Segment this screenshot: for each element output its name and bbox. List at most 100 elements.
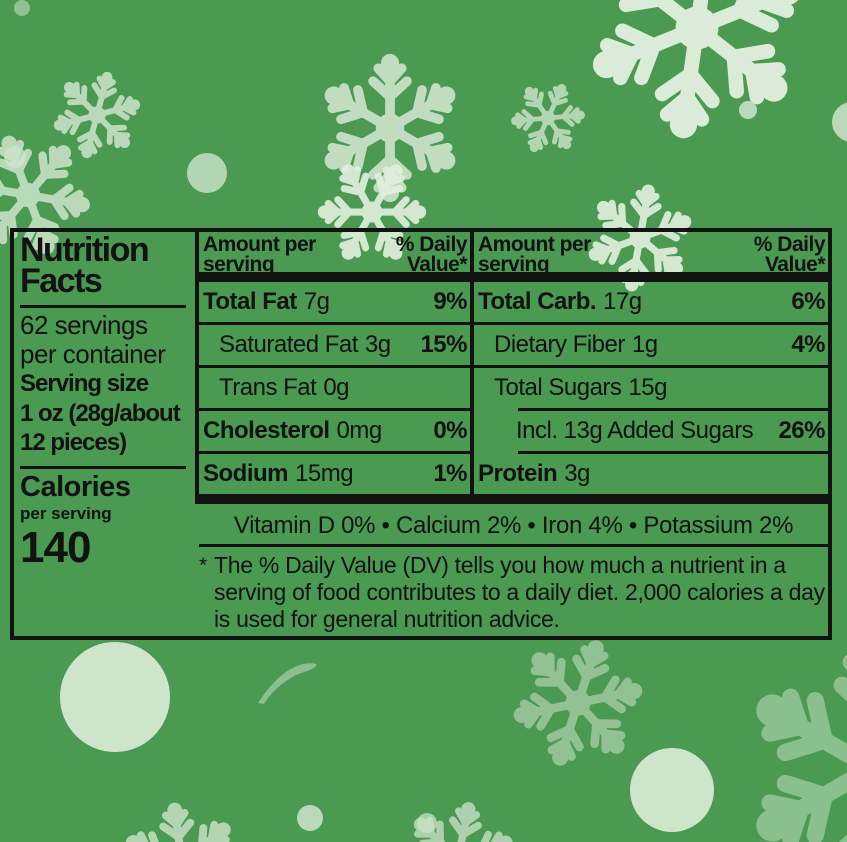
nutrient-amount: 7g xyxy=(303,288,330,315)
thick-bar xyxy=(199,272,470,282)
row-rule xyxy=(199,322,470,325)
facts-summary-column: Nutrition Facts 62 servings per containe… xyxy=(14,232,195,636)
header-amount-line1: Amount per xyxy=(203,233,316,256)
nutrient-row-added-sugars: Incl. 13g Added Sugars 26% xyxy=(474,411,828,451)
nutrient-amount: 3g xyxy=(564,460,590,487)
header-dv-line1: % Daily xyxy=(395,233,468,256)
nutrient-name: Trans Fat xyxy=(219,374,317,401)
nutrient-name: Total Carb. xyxy=(478,288,597,315)
snow-dot xyxy=(417,813,437,833)
row-rule-indented xyxy=(518,451,828,454)
snowflake-icon xyxy=(116,795,249,842)
micronutrients-line: Vitamin D 0% • Calcium 2% • Iron 4% • Po… xyxy=(233,512,794,539)
snowflake-icon xyxy=(497,621,660,785)
header-amount-line2: serving xyxy=(203,252,275,276)
nutrition-facts-panel: Nutrition Facts 62 servings per containe… xyxy=(10,228,832,640)
snowflake-icon xyxy=(499,69,596,167)
serving-size-value1: 1 oz (28g/about xyxy=(20,399,181,427)
thick-bar xyxy=(474,272,828,282)
thick-bar xyxy=(199,494,470,504)
amount-per-serving-header: Amount per serving xyxy=(203,233,316,276)
snowball-circle xyxy=(630,748,714,832)
nutrient-row-total-fat: Total Fat 7g 9% xyxy=(199,282,470,322)
nutrient-name: Dietary Fiber xyxy=(494,331,625,358)
divider-rule xyxy=(20,304,186,308)
nutrient-row-total-carb: Total Carb. 17g 6% xyxy=(474,282,828,322)
nutrient-dv: 9% xyxy=(433,288,467,315)
snow-dot xyxy=(832,102,847,142)
nutrient-amount: 0mg xyxy=(336,417,383,444)
nutrient-dv: 15% xyxy=(420,331,467,358)
amount-per-serving-header: Amount per serving xyxy=(478,233,591,276)
panel-title-line2: Facts xyxy=(20,262,103,301)
snow-dot xyxy=(14,0,30,16)
nutrient-row-trans-fat: Trans Fat 0g xyxy=(199,368,470,408)
panel-title-line1: Nutrition xyxy=(20,231,150,269)
daily-value-header: % Daily Value* xyxy=(395,233,468,276)
header-dv-line2: Value* xyxy=(764,252,826,276)
servings-line1: 62 servings xyxy=(20,309,148,340)
serving-size-value2: 12 pieces) xyxy=(20,428,127,456)
footnote-asterisk: * xyxy=(199,554,207,577)
snow-dot xyxy=(297,805,323,831)
thick-bar xyxy=(474,494,828,504)
snow-dot xyxy=(739,101,757,119)
carb-protein-column: Amount per serving % Daily Value* Total … xyxy=(474,232,828,504)
nutrient-row-sodium: Sodium 15mg 1% xyxy=(199,454,470,494)
micronutrients-and-footnote: Vitamin D 0% • Calcium 2% • Iron 4% • Po… xyxy=(199,504,828,636)
header-dv-line2: Value* xyxy=(406,252,468,276)
row-rule xyxy=(199,408,470,411)
row-rule xyxy=(474,322,828,325)
row-rule xyxy=(474,365,828,368)
calories-value: 140 xyxy=(20,522,91,572)
nutrient-row-cholesterol: Cholesterol 0mg 0% xyxy=(199,411,470,451)
nutrient-name: Incl. 13g Added Sugars xyxy=(516,417,754,444)
row-rule-indented xyxy=(518,408,828,411)
servings-line2: per container xyxy=(20,338,166,369)
header-dv-line1: % Daily xyxy=(753,233,826,256)
nutrient-dv: 6% xyxy=(791,288,825,315)
column-header: Amount per serving % Daily Value* xyxy=(474,232,828,276)
footnote-text: The % Daily Value (DV) tells you how muc… xyxy=(214,552,825,633)
nutrient-dv: 26% xyxy=(778,417,825,444)
nutrient-amount: 17g xyxy=(603,288,642,315)
nutrient-row-saturated-fat: Saturated Fat 3g 15% xyxy=(199,325,470,365)
snow-dot xyxy=(187,153,227,193)
column-divider xyxy=(470,232,474,504)
row-rule xyxy=(199,365,470,368)
nutrient-name: Total Fat xyxy=(203,288,297,315)
swoosh-shape xyxy=(258,663,317,704)
snow-dot xyxy=(4,146,26,168)
nutrient-amount: 15mg xyxy=(295,460,354,487)
column-divider xyxy=(195,232,199,504)
snowflake-icon xyxy=(574,0,821,153)
nutrient-name: Saturated Fat xyxy=(219,331,358,358)
nutrient-amount: 3g xyxy=(364,331,391,358)
servings-per-container: 62 servings per container xyxy=(20,309,195,370)
divider-rule xyxy=(20,466,186,470)
nutrient-row-protein: Protein 3g xyxy=(474,454,828,494)
snowflake-icon xyxy=(744,637,847,842)
calories-sublabel: per serving xyxy=(20,504,112,524)
daily-value-footnote: * The % Daily Value (DV) tells you how m… xyxy=(199,552,828,633)
header-amount-line2: serving xyxy=(478,252,550,276)
snowflake-icon xyxy=(392,791,525,842)
fat-sodium-column: Amount per serving % Daily Value* Total … xyxy=(199,232,470,504)
nutrient-dv: 0% xyxy=(433,417,467,444)
header-amount-line1: Amount per xyxy=(478,233,591,256)
row-rule xyxy=(199,451,470,454)
snowball-circle xyxy=(60,642,170,752)
nutrient-row-dietary-fiber: Dietary Fiber 1g 4% xyxy=(474,325,828,365)
nutrient-dv: 4% xyxy=(791,331,825,358)
nutrient-name: Cholesterol xyxy=(203,417,330,444)
nutrient-amount: 0g xyxy=(323,374,350,401)
nutrient-name: Protein xyxy=(478,460,558,487)
calories-label: Calories xyxy=(20,471,131,504)
nutrient-name: Total Sugars xyxy=(494,374,622,401)
panel-title: Nutrition Facts xyxy=(20,231,195,301)
nutrient-name: Sodium xyxy=(203,460,289,487)
nutrient-amount: 15g xyxy=(628,374,667,401)
column-header: Amount per serving % Daily Value* xyxy=(199,232,470,276)
